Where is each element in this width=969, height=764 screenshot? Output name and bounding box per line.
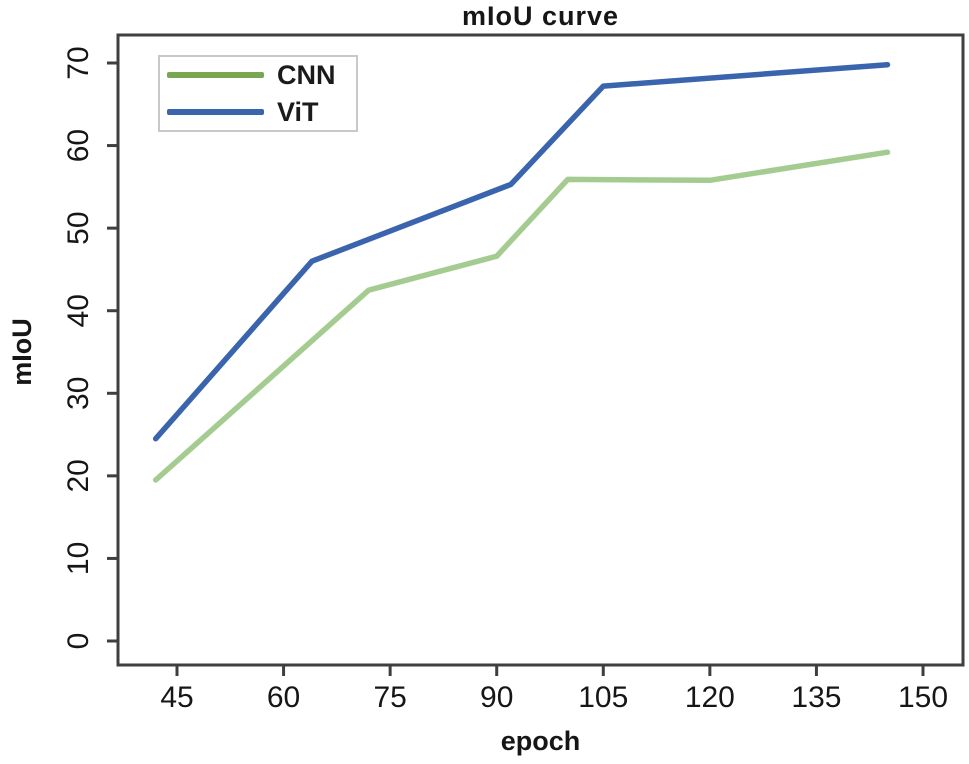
y-tick-label: 60 [62, 129, 95, 162]
chart-title: mIoU curve [461, 1, 620, 31]
x-tick-label: 90 [480, 681, 513, 714]
x-tick-label: 105 [578, 681, 628, 714]
y-tick-label: 50 [62, 211, 95, 244]
y-tick-label: 40 [62, 294, 95, 327]
legend-item-cnn: CNN [167, 60, 356, 90]
y-tick-label: 20 [62, 459, 95, 492]
x-tick-label: 150 [898, 681, 948, 714]
x-axis-label: epoch [500, 726, 581, 756]
x-tick-label: 45 [160, 681, 193, 714]
x-tick-label: 75 [373, 681, 406, 714]
y-tick-label: 30 [62, 377, 95, 410]
series-line-cnn [152, 149, 891, 483]
x-tick-label: 120 [685, 681, 735, 714]
series-line-vit [152, 61, 891, 442]
legend-label-vit: ViT [277, 96, 319, 127]
x-tick-label: 60 [267, 681, 300, 714]
legend: CNN ViT [158, 55, 358, 132]
vit-line-swatch [167, 109, 264, 115]
y-tick-label: 10 [62, 542, 95, 575]
legend-label-cnn: CNN [277, 59, 336, 90]
y-tick-label: 0 [62, 633, 95, 650]
plot-border [116, 33, 965, 667]
legend-item-vit: ViT [167, 97, 356, 127]
cnn-line-swatch [167, 72, 264, 78]
x-tick-label: 135 [791, 681, 841, 714]
y-tick-label: 70 [62, 46, 95, 79]
